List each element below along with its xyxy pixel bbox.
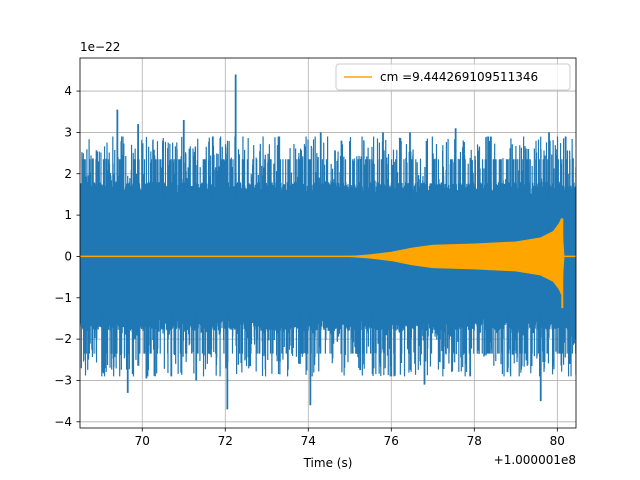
x-axis-offset-label: +1.000001e8 bbox=[494, 453, 576, 467]
y-axis-ticks: −4 −3 −2 −1 0 1 2 3 4 bbox=[54, 84, 80, 429]
series-layer bbox=[80, 74, 576, 410]
legend-label-chirp: cm =9.444269109511346 bbox=[380, 70, 538, 84]
y-tick-label: 2 bbox=[64, 167, 72, 181]
legend-box bbox=[335, 63, 571, 91]
y-axis-scale-label: 1e−22 bbox=[80, 40, 120, 54]
x-tick-label: 76 bbox=[384, 434, 399, 448]
axes-frame bbox=[79, 57, 577, 429]
y-tick-label: 3 bbox=[64, 125, 72, 139]
x-tick-label: 74 bbox=[301, 434, 316, 448]
y-tick-label: 4 bbox=[64, 84, 72, 98]
y-tick-label: 0 bbox=[64, 249, 72, 263]
y-tick-label: −3 bbox=[54, 373, 72, 387]
legend: cm =9.444269109511346 bbox=[335, 63, 571, 91]
y-tick-label: −1 bbox=[54, 291, 72, 305]
y-tick-label: 1 bbox=[64, 208, 72, 222]
x-tick-label: 78 bbox=[467, 434, 482, 448]
x-tick-label: 72 bbox=[218, 434, 233, 448]
y-tick-label: −2 bbox=[54, 332, 72, 346]
x-tick-label: 70 bbox=[135, 434, 150, 448]
x-tick-label: 80 bbox=[550, 434, 565, 448]
y-tick-label: −4 bbox=[54, 415, 72, 429]
x-axis-label: Time (s) bbox=[303, 456, 353, 470]
x-axis-ticks: 70 72 74 76 78 80 bbox=[135, 428, 565, 448]
